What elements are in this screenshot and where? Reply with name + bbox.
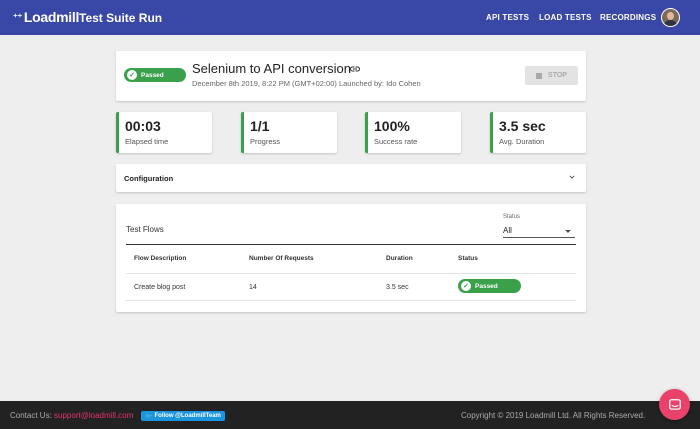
stop-label: STOP xyxy=(548,72,567,79)
twitter-follow-button[interactable]: 🐦 Follow @LoadmillTeam xyxy=(141,411,225,421)
stop-icon xyxy=(536,72,543,79)
nav-recordings[interactable]: RECORDINGS xyxy=(600,13,657,22)
status-filter-value: All xyxy=(503,226,512,235)
run-status-label: Passed xyxy=(141,71,164,79)
support-email-link[interactable]: support@loadmill.com xyxy=(54,411,134,420)
divider xyxy=(126,300,576,301)
logo-mark-icon: ⁺⁺ xyxy=(13,11,22,22)
stat-value: 1/1 xyxy=(250,118,270,134)
copyright-text: Copyright © 2019 Loadmill Ltd. All Right… xyxy=(461,411,646,420)
twitter-icon: 🐦 xyxy=(145,413,153,420)
dropdown-arrow-icon xyxy=(565,230,571,233)
status-filter-select[interactable]: All xyxy=(503,224,575,238)
logo-text: Loadmill xyxy=(23,9,80,25)
stat-label: Success rate xyxy=(374,137,418,146)
footer: Contact Us: support@loadmill.com 🐦 Follo… xyxy=(0,401,700,429)
contact-us: Contact Us: support@loadmill.com xyxy=(10,411,133,420)
table-header-rule xyxy=(126,244,576,245)
link-icon[interactable] xyxy=(349,63,361,75)
stat-success-rate: 100% Success rate xyxy=(365,112,461,153)
column-header-number-of-requests: Number Of Requests xyxy=(249,255,314,262)
page-title: Test Suite Run xyxy=(79,11,163,25)
configuration-title: Configuration xyxy=(124,174,174,183)
stat-avg-duration: 3.5 sec Avg. Duration xyxy=(490,112,586,153)
column-header-flow-description: Flow Description xyxy=(134,255,187,262)
flow-status-badge: ✓ Passed xyxy=(458,279,521,293)
stat-progress: 1/1 Progress xyxy=(241,112,337,153)
run-meta: December 8th 2019, 8:22 PM (GMT+02:00) L… xyxy=(192,79,421,88)
divider xyxy=(126,273,576,274)
loadmill-logo[interactable]: ⁺⁺ Loadmill xyxy=(13,9,79,25)
flow-status-label: Passed xyxy=(475,282,498,290)
check-icon: ✓ xyxy=(461,281,471,291)
duration-cell: 3.5 sec xyxy=(386,284,409,291)
top-app-bar: ⁺⁺ Loadmill Test Suite Run API TESTS LOA… xyxy=(0,0,700,35)
contact-label: Contact Us: xyxy=(10,411,52,420)
stop-button[interactable]: STOP xyxy=(525,66,578,85)
run-title: Selenium to API conversion xyxy=(192,61,351,76)
test-flows-card: Test Flows Status All Flow Description N… xyxy=(116,204,586,312)
configuration-panel[interactable]: Configuration xyxy=(116,164,586,192)
chat-icon xyxy=(668,398,681,410)
column-header-duration: Duration xyxy=(386,255,413,262)
check-icon: ✓ xyxy=(127,70,137,80)
stat-label: Avg. Duration xyxy=(499,137,545,146)
requests-cell: 14 xyxy=(249,284,257,291)
column-header-status: Status xyxy=(458,255,478,262)
status-filter-label: Status xyxy=(503,214,521,220)
user-avatar[interactable] xyxy=(661,8,680,27)
stat-value: 3.5 sec xyxy=(499,118,546,134)
nav-api-tests[interactable]: API TESTS xyxy=(486,13,530,22)
stat-label: Elapsed time xyxy=(125,137,169,146)
run-header-card: ✓ Passed Selenium to API conversion Dece… xyxy=(116,51,586,101)
stat-value: 100% xyxy=(374,118,410,134)
twitter-follow-label: Follow @LoadmillTeam xyxy=(154,413,221,419)
flow-description-cell: Create blog post xyxy=(134,284,186,291)
chat-launcher-button[interactable] xyxy=(659,389,690,420)
stat-elapsed-time: 00:03 Elapsed time xyxy=(116,112,212,153)
run-status-badge: ✓ Passed xyxy=(124,68,186,82)
nav-load-tests[interactable]: LOAD TESTS xyxy=(539,13,592,22)
test-flows-title: Test Flows xyxy=(126,225,164,234)
chevron-down-icon[interactable] xyxy=(567,172,577,182)
stat-label: Progress xyxy=(250,137,281,146)
stat-value: 00:03 xyxy=(125,118,161,134)
